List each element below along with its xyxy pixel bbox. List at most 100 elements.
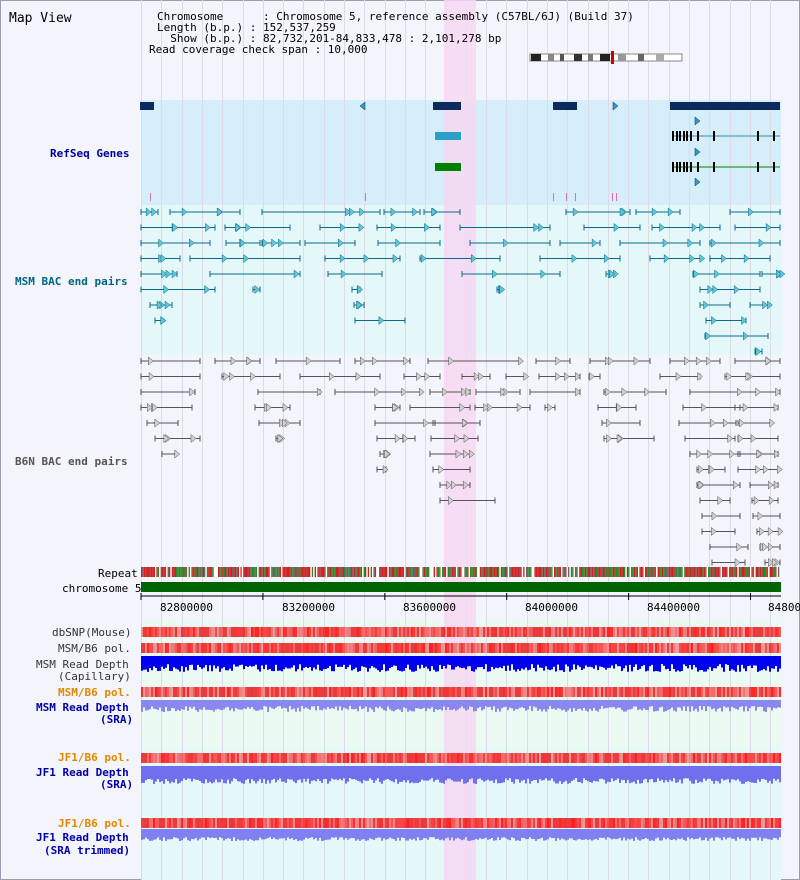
msm-sra-depth [339, 700, 341, 707]
b6n-pair-marker [706, 356, 712, 366]
msm-pol-heat-2 [181, 687, 183, 697]
jf1-trim-depth [715, 829, 717, 838]
msm-pol-heat [305, 643, 307, 653]
repeat-segment [591, 567, 594, 577]
msm-pol-heat-2 [751, 687, 753, 697]
selected-region-highlight[interactable] [444, 0, 476, 880]
dbsnp-heat [295, 627, 297, 637]
msm-sra-depth [447, 700, 449, 708]
msm-sra-depth [685, 700, 687, 712]
jf1-sra-depth [769, 766, 771, 781]
jf1-sra-depth [497, 766, 499, 784]
msm-sra-depth [599, 700, 601, 710]
jf1-pol-heat [157, 753, 159, 763]
jf1-pol-heat [375, 753, 377, 763]
jf1-sra-depth [265, 766, 267, 784]
msm-capillary-depth [693, 656, 695, 666]
msm-capillary-depth [405, 656, 407, 669]
dbsnp-heat [221, 627, 223, 637]
repeat-segment [174, 567, 176, 577]
repeat-segment [708, 567, 710, 577]
msm-pair-marker [743, 253, 750, 264]
jf1-pol-heat-2 [295, 818, 297, 828]
jf1-trim-depth [695, 829, 697, 839]
msm-pol-heat-2 [319, 687, 321, 697]
repeat-segment [556, 567, 559, 577]
dbsnp-heat [595, 627, 597, 637]
jf1-pol-heat [503, 753, 505, 763]
jf1-trim-depth [659, 829, 661, 841]
msm-sra-depth [653, 700, 655, 712]
jf1-pol-heat-2 [165, 818, 167, 828]
b6n-pair-marker [451, 480, 457, 490]
repeat-segment [467, 567, 469, 577]
jf1-sra-depth [171, 766, 173, 782]
msm-read-depth-capillary-label: MSM Read Depth [36, 658, 129, 671]
jf1-trim-depth [755, 829, 757, 838]
jf1-pol-heat-2 [435, 818, 437, 828]
msm-pol-heat-2 [159, 687, 161, 697]
repeat-segment [443, 567, 445, 577]
msm-pair-marker [254, 284, 261, 295]
repeat-segment [391, 567, 393, 577]
jf1-sra-depth [277, 766, 279, 781]
msm-pol-heat-2 [565, 687, 567, 697]
repeat-segment [344, 567, 346, 577]
jf1-pol-heat [291, 753, 293, 763]
msm-capillary-depth [259, 656, 261, 672]
msm-pol-heat [439, 643, 441, 653]
b6n-pair-marker [750, 433, 757, 444]
repeat-segment [771, 567, 773, 577]
msm-capillary-depth [731, 656, 733, 670]
msm-sra-depth [479, 700, 481, 707]
repeat-segment [491, 567, 493, 577]
repeat-segment [372, 567, 374, 577]
jf1-sra-depth [715, 766, 717, 781]
msm-pol-heat [741, 643, 743, 653]
jf1-pol-heat [605, 753, 607, 763]
jf1-pol-heat-2 [779, 818, 781, 828]
msm-sra-depth [559, 700, 561, 709]
msm-capillary-depth [741, 656, 743, 665]
repeat-segment [768, 567, 770, 577]
jf1-pol-heat [689, 753, 691, 763]
msm-capillary-depth [699, 656, 701, 671]
msm-pol-heat [549, 643, 551, 653]
msm-sra-depth [353, 700, 355, 710]
jf1-pol-heat [763, 753, 765, 763]
msm-pol-heat-2 [723, 687, 725, 697]
msm-capillary-depth [663, 656, 665, 666]
repeat-segment [381, 567, 384, 577]
msm-sra-depth [611, 700, 613, 708]
jf1-sra-depth [675, 766, 677, 783]
b6n-pair-marker [459, 402, 466, 413]
jf1-sra-depth [489, 766, 491, 782]
msm-pair-marker [743, 331, 749, 341]
jf1-pol-heat [479, 753, 481, 763]
repeat-segment [582, 567, 584, 577]
jf1-pol-heat-2 [183, 818, 185, 828]
msm-pol-heat-2 [747, 687, 749, 697]
msm-sra-depth [591, 700, 593, 711]
msm-pol-heat [203, 643, 205, 653]
msm-pair-marker [363, 253, 370, 264]
msm-sra-depth [655, 700, 657, 712]
jf1-pol-heat-2 [509, 818, 511, 828]
jf1-trim-depth [487, 829, 489, 840]
jf1-trim-depth [519, 829, 521, 841]
jf1-pol-heat [213, 753, 215, 763]
jf1-pol-heat [219, 753, 221, 763]
msm-sra-depth [777, 700, 779, 708]
jf1-sra-depth [149, 766, 151, 779]
jf1-trim-depth [701, 829, 703, 841]
msm-capillary-depth [539, 656, 541, 668]
msm-pol-heat-2 [599, 687, 601, 697]
msm-pair-marker [667, 207, 674, 217]
msm-sra-depth [193, 700, 195, 707]
msm-pol-heat [399, 643, 401, 653]
jf1-pol-heat-2 [179, 818, 181, 828]
jf1-pol-heat [537, 753, 539, 763]
jf1-pol-heat-2 [351, 818, 353, 828]
repeat-segment [583, 567, 585, 577]
